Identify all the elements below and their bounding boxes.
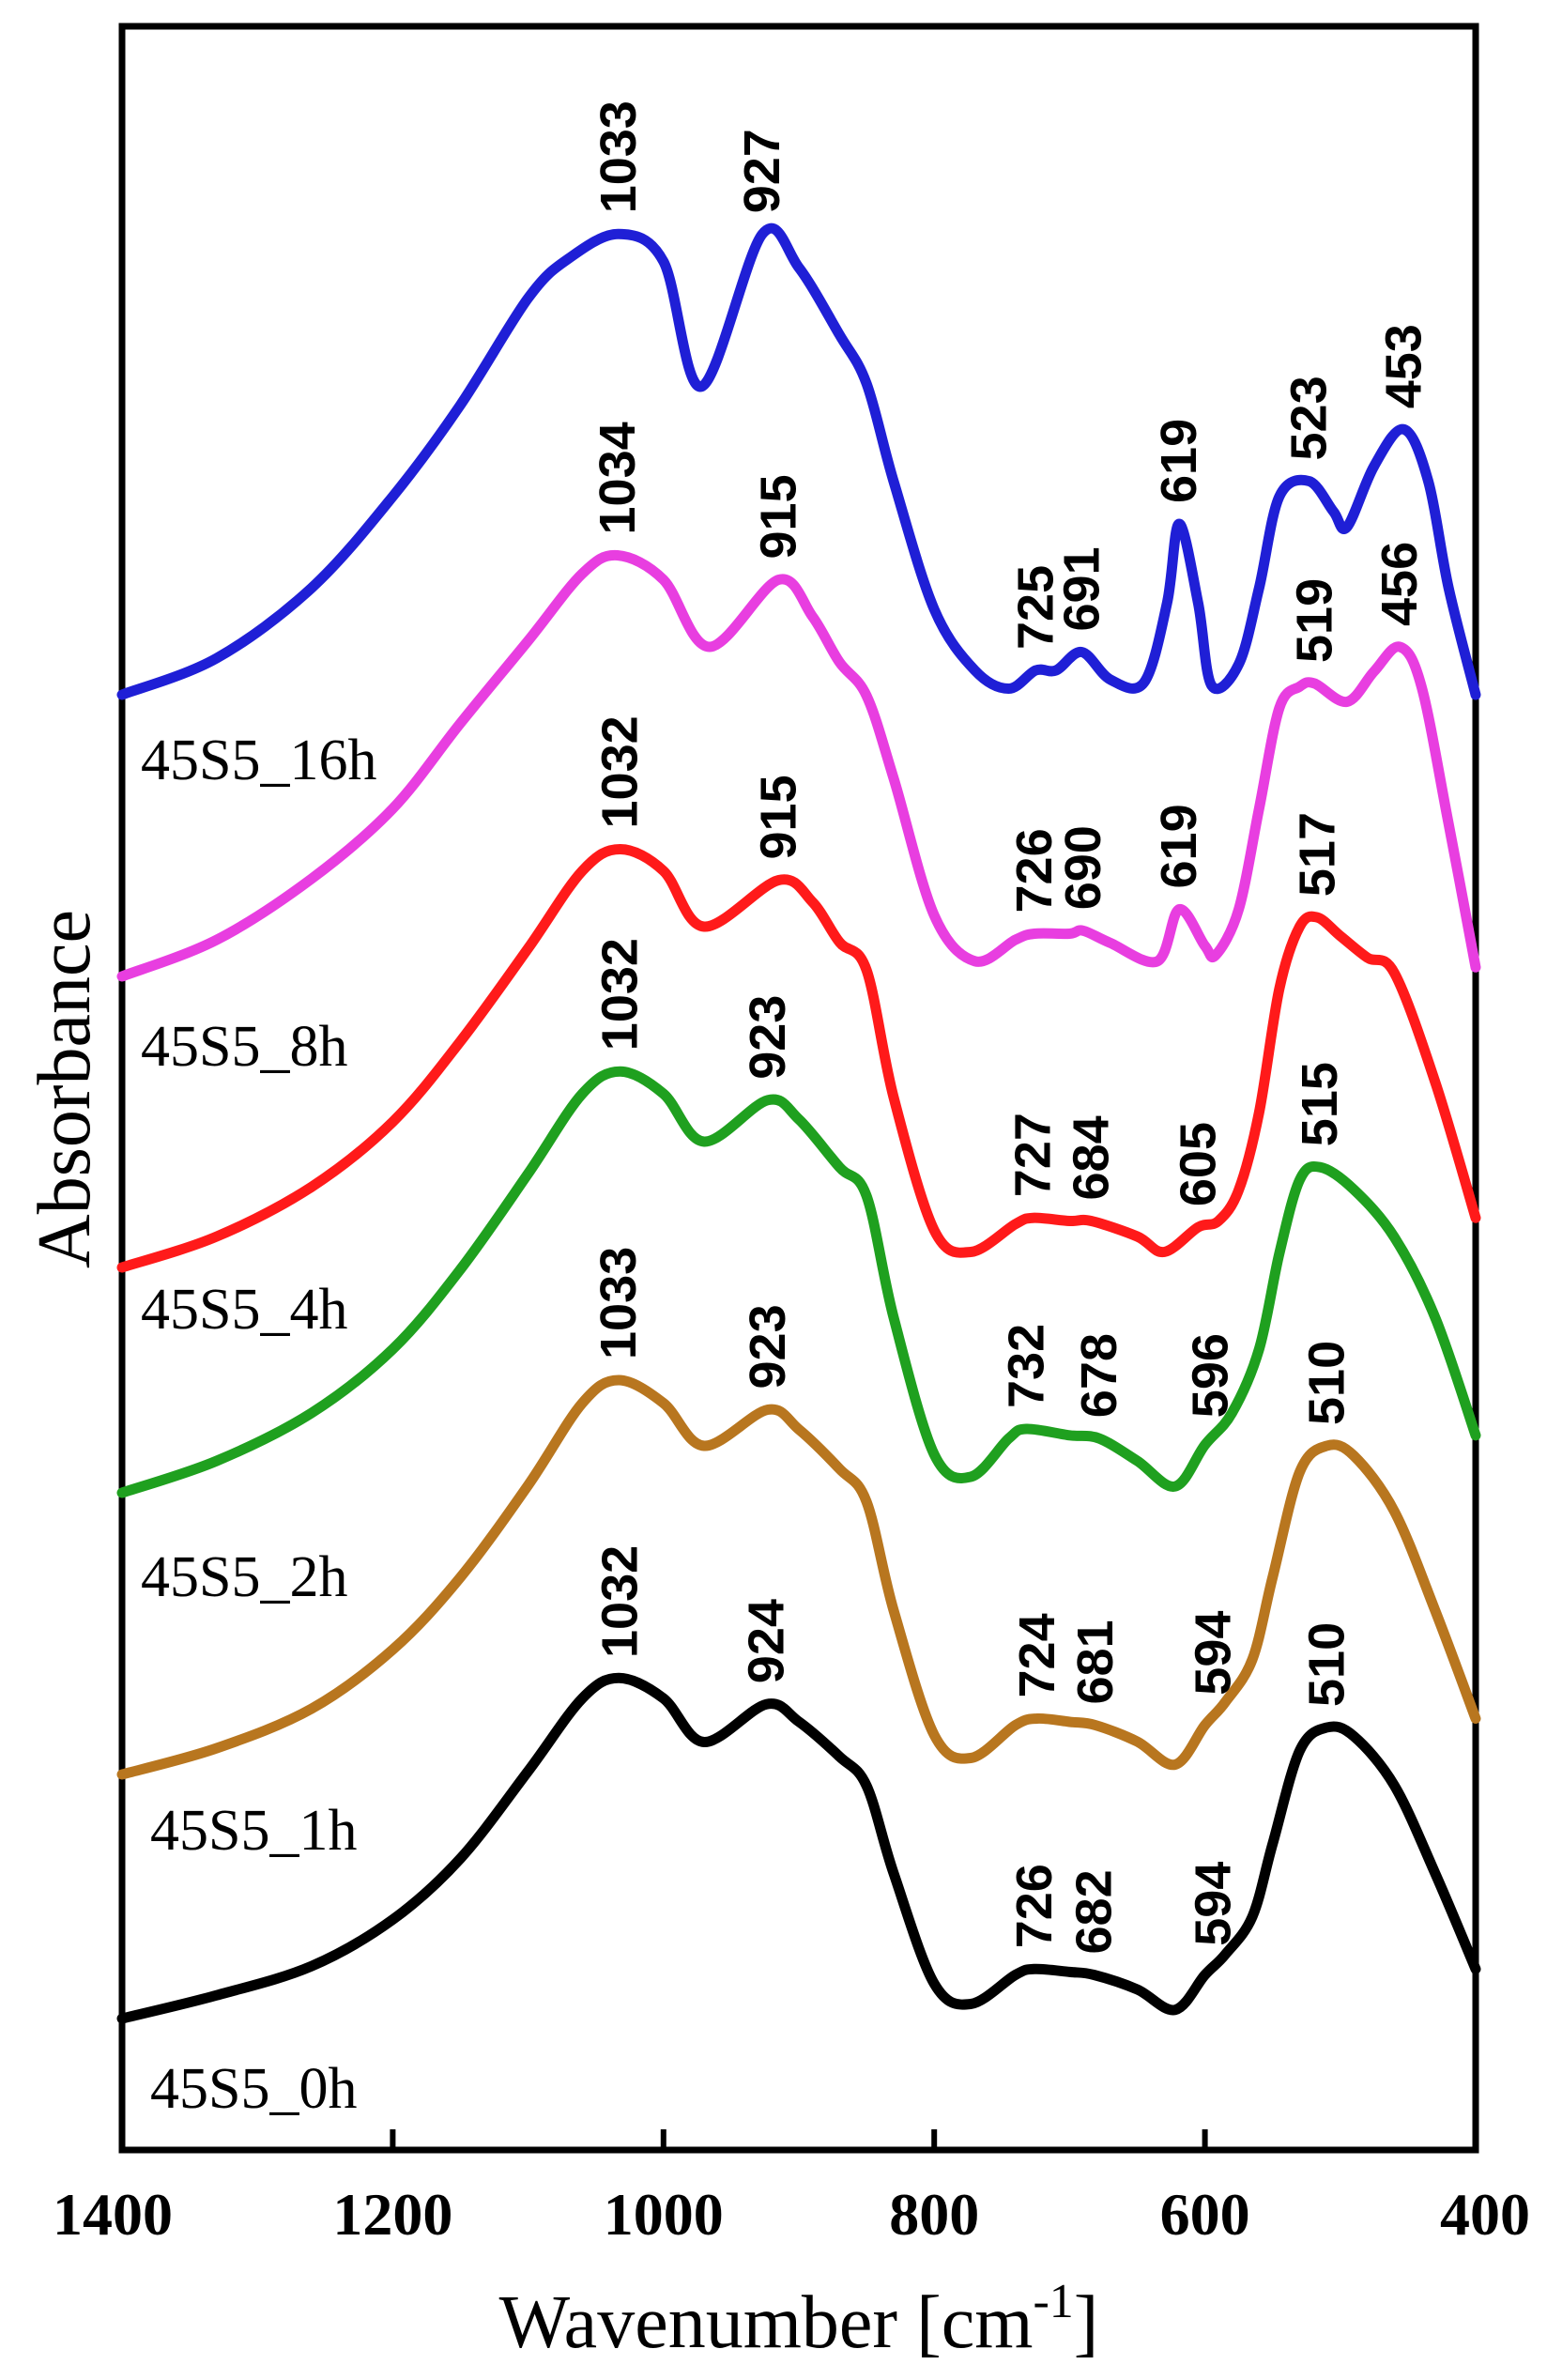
series-line-45S5_4h	[116, 844, 1481, 1273]
peak-label-45S5_8h-519: 519	[1286, 578, 1342, 663]
series-line-45S5_1h	[116, 1374, 1481, 1780]
peak-label-45S5_0h-1032: 1032	[592, 1545, 649, 1658]
plot-frame	[118, 23, 1479, 2154]
peak-label-45S5_0h-682: 682	[1065, 1869, 1122, 1954]
peak-label-45S5_1h-923: 923	[740, 1304, 796, 1389]
series-label-45S5_16h: 45S5_16h	[141, 729, 376, 792]
series-label-45S5_2h: 45S5_2h	[141, 1545, 347, 1609]
peak-label-45S5_4h-517: 517	[1289, 812, 1345, 897]
x-axis-title-superscript: -1	[1033, 2275, 1073, 2328]
x-tick-label-1200: 1200	[332, 2181, 452, 2248]
peak-label-45S5_2h-923: 923	[740, 995, 796, 1080]
peak-label-45S5_4h-605: 605	[1170, 1122, 1226, 1206]
x-tick-label-400: 400	[1440, 2181, 1530, 2248]
x-axis-ticks: 1400 1200 1000 800 600 400	[53, 2129, 1530, 2248]
peak-label-45S5_8h-619: 619	[1151, 804, 1207, 888]
peak-label-45S5_0h-510: 510	[1298, 1622, 1355, 1707]
peak-label-45S5_0h-924: 924	[738, 1599, 794, 1683]
peak-label-45S5_4h-915: 915	[750, 775, 806, 859]
peak-label-45S5_1h-510: 510	[1298, 1341, 1355, 1425]
series-label-45S5_1h: 45S5_1h	[150, 1799, 357, 1863]
x-tick-label-1400: 1400	[53, 2181, 173, 2248]
peak-label-45S5_4h-1032: 1032	[592, 715, 649, 828]
peak-label-45S5_8h-456: 456	[1371, 542, 1428, 626]
series-label-45S5_0h: 45S5_0h	[150, 2057, 357, 2121]
peak-label-45S5_8h-690: 690	[1055, 825, 1111, 910]
series-curves	[116, 223, 1481, 2024]
peak-label-45S5_2h-1032: 1032	[592, 938, 649, 1051]
x-axis-title-main: Wavenumber [cm	[499, 2281, 1034, 2364]
series-labels: 45S5_0h 45S5_1h 45S5_2h 45S5_4h 45S5_8h 45S5_…	[141, 729, 376, 2121]
x-axis-title-suffix: ]	[1074, 2281, 1099, 2364]
peak-label-45S5_16h-453: 453	[1376, 324, 1432, 408]
x-tick-label-1000: 1000	[604, 2181, 724, 2248]
series-line-45S5_8h	[116, 549, 1481, 982]
peak-label-45S5_16h-619: 619	[1151, 419, 1207, 503]
series-line-45S5_16h	[116, 223, 1481, 700]
peak-label-45S5_2h-732: 732	[998, 1324, 1054, 1408]
peak-label-45S5_1h-681: 681	[1067, 1620, 1124, 1704]
x-tick-label-800: 800	[889, 2181, 979, 2248]
peak-label-45S5_0h-726: 726	[1006, 1864, 1063, 1948]
peak-label-45S5_8h-915: 915	[750, 474, 806, 559]
series-line-45S5_0h	[116, 1672, 1481, 2024]
peak-label-45S5_4h-684: 684	[1064, 1115, 1120, 1200]
peak-label-45S5_16h-691: 691	[1053, 546, 1110, 631]
peak-label-45S5_16h-927: 927	[734, 129, 790, 213]
peak-label-45S5_8h-1034: 1034	[590, 422, 646, 534]
peak-label-45S5_8h-726: 726	[1006, 828, 1063, 913]
series-line-45S5_2h	[116, 1066, 1481, 1498]
x-tick-label-600: 600	[1160, 2181, 1250, 2248]
peak-label-45S5_0h-594: 594	[1185, 1862, 1241, 1946]
peak-label-45S5_4h-727: 727	[1005, 1113, 1062, 1197]
peak-label-45S5_16h-725: 725	[1007, 565, 1064, 650]
peak-label-45S5_2h-678: 678	[1071, 1333, 1127, 1418]
peak-label-45S5_1h-724: 724	[1009, 1613, 1065, 1697]
peak-label-45S5_2h-515: 515	[1292, 1062, 1348, 1146]
peak-label-45S5_16h-523: 523	[1281, 376, 1338, 460]
y-axis-title: Absorbance	[23, 910, 106, 1268]
series-label-45S5_8h: 45S5_8h	[141, 1015, 347, 1079]
x-axis-title: Wavenumber [cm-1]	[499, 2275, 1099, 2364]
peak-label-45S5_2h-596: 596	[1182, 1333, 1238, 1418]
peak-label-45S5_1h-1033: 1033	[590, 1247, 647, 1359]
peak-label-45S5_16h-1033: 1033	[590, 100, 647, 213]
series-label-45S5_4h: 45S5_4h	[141, 1278, 347, 1342]
peak-label-45S5_1h-594: 594	[1185, 1611, 1241, 1696]
